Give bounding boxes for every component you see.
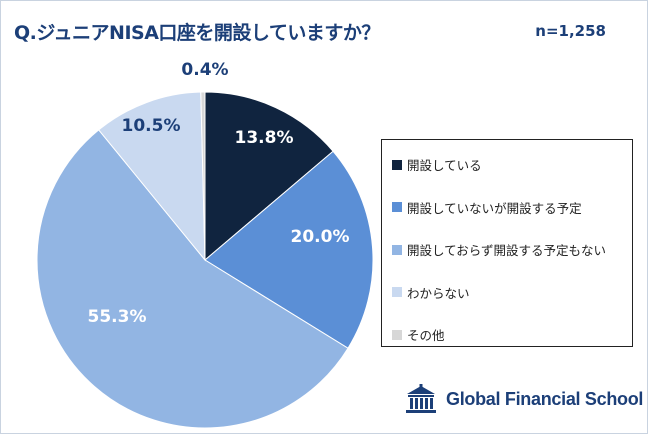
legend-label-2: 開設しておらず開設する予定もない [407, 243, 607, 258]
legend: 開設している 開設していないが開設する予定 開設しておらず開設する予定もない わ… [381, 139, 633, 347]
legend-label-4: その他 [407, 328, 445, 343]
legend-label-0: 開設している [407, 158, 482, 173]
data-label-2: 55.3% [88, 307, 147, 327]
data-label-4: 0.4% [181, 60, 228, 80]
data-label-3: 10.5% [122, 116, 181, 136]
legend-swatch-1 [392, 202, 402, 212]
pie-slice-3 [98, 91, 206, 262]
brand-logo: Global Financial School [404, 384, 643, 414]
pie-slice-0 [204, 91, 334, 262]
brand-name: Global Financial School [446, 388, 644, 409]
chart-title: Q.ジュニアNISA口座を開設していますか？ [14, 22, 380, 44]
legend-item-3: わからない [392, 282, 632, 303]
legend-item-2: 開設しておらず開設する予定もない [392, 239, 632, 260]
pie-slice-2 [36, 129, 349, 429]
sample-size: n=1,258 [535, 22, 606, 40]
data-label-0: 13.8% [235, 128, 294, 148]
legend-swatch-0 [392, 159, 402, 170]
legend-item-0: 開設している [392, 154, 632, 175]
data-label-1: 20.0% [291, 227, 350, 247]
legend-item-1: 開設していないが開設する予定 [392, 197, 632, 218]
legend-swatch-2 [392, 244, 402, 255]
pie-slice-4 [200, 91, 206, 261]
legend-swatch-4 [392, 329, 402, 340]
legend-label-1: 開設していないが開設する予定 [407, 200, 582, 216]
pie-slice-1 [204, 150, 374, 349]
legend-item-4: その他 [392, 324, 632, 345]
legend-label-3: わからない [407, 285, 470, 301]
legend-swatch-3 [392, 287, 402, 297]
school-building-icon [406, 384, 436, 413]
